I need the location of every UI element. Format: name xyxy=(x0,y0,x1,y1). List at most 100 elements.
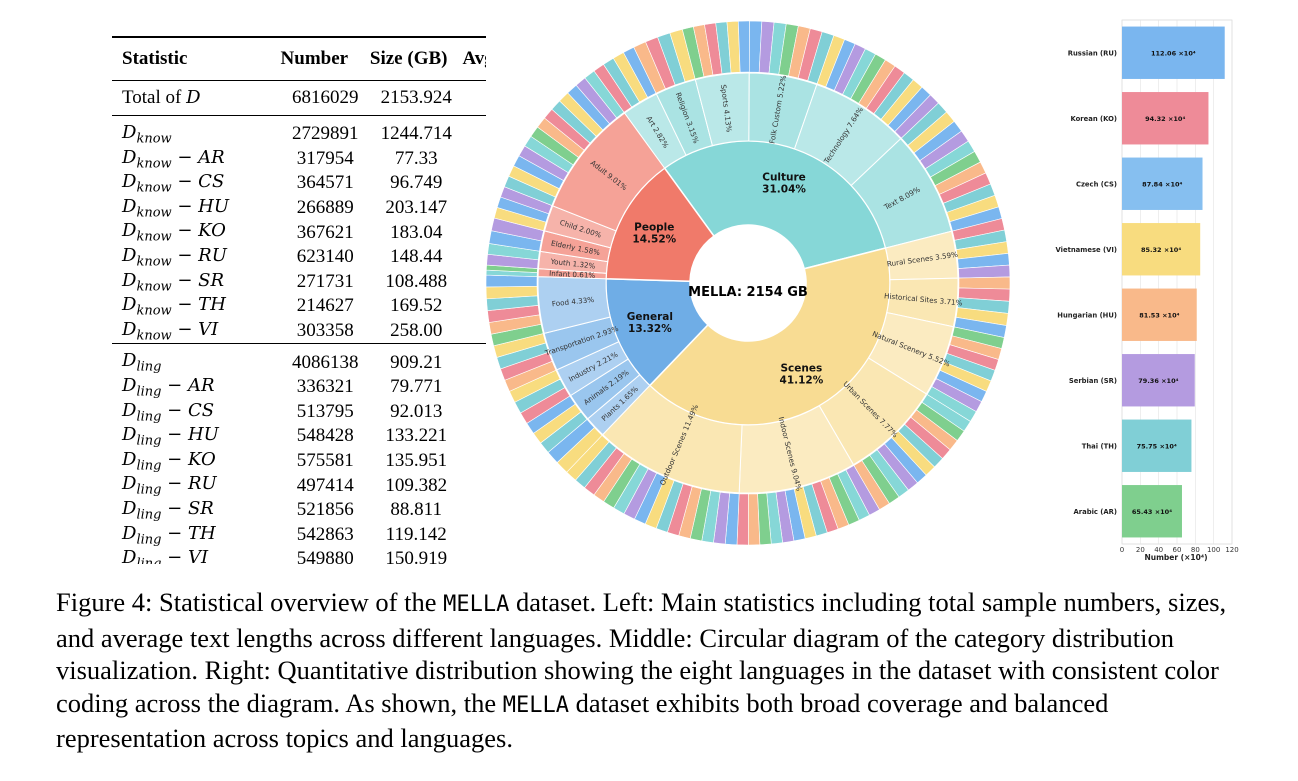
bar-category-label: Russian (RU) xyxy=(1068,49,1117,57)
row-number: 623140 xyxy=(296,246,354,268)
bar xyxy=(1122,157,1203,210)
row-label-subscript: ling xyxy=(136,482,162,498)
row-label-subscript: ling xyxy=(136,532,162,548)
sunburst-center-label: MELLA: 2154 GB xyxy=(688,285,808,300)
row-label-suffix: − RU xyxy=(161,473,217,495)
row-size: 108.488 xyxy=(385,270,448,292)
row-size: 258.00 xyxy=(390,320,443,342)
caption-prefix: Figure 4: Statistical overview of the xyxy=(56,587,444,617)
caption-middle: dataset. Left: Main statistics including… xyxy=(56,587,1227,718)
row-size: 203.147 xyxy=(385,197,448,219)
row-number: 548428 xyxy=(296,425,354,447)
row-label-subscript: ling xyxy=(136,458,162,474)
bar xyxy=(1122,419,1192,472)
bar xyxy=(1122,288,1197,341)
row-size: 96.749 xyxy=(390,172,443,194)
row-label-suffix: − SR xyxy=(171,269,225,291)
row-label-suffix: − RU xyxy=(171,244,227,266)
row-label-subscript: ling xyxy=(136,557,161,564)
row-label-suffix: − CS xyxy=(171,171,225,193)
row-label-suffix: − TH xyxy=(171,294,226,316)
bar-value-label: 81.53 ×10⁴ xyxy=(1139,311,1179,319)
row-number: 364571 xyxy=(296,172,354,194)
sunburst-segment xyxy=(552,112,666,232)
row-number: 549880 xyxy=(280,547,370,564)
row-label-suffix: − HU xyxy=(171,195,230,217)
bar-chart-xtick: 80 xyxy=(1191,546,1200,554)
header-number: Number xyxy=(280,48,349,69)
row-label-subscript: know xyxy=(136,229,172,245)
bar-category-label: Hungarian (HU) xyxy=(1057,311,1117,319)
row-label-subscript: ling xyxy=(136,359,162,375)
row-label: Dling − HU xyxy=(122,424,219,449)
row-number: 266889 xyxy=(296,197,354,219)
row-number: 367621 xyxy=(296,221,354,243)
table-row-total: Total of D 6816029 2153.924 - xyxy=(112,81,486,116)
bar-chart-bars: 112.06 ×10⁴ 94.32 ×10⁴ 87.84 ×10⁴ 85.32 ×10… xyxy=(1122,26,1225,538)
sunburst-inner-pct: 13.32% xyxy=(628,323,672,335)
row-label: Dling − SR xyxy=(122,497,214,523)
row-label: Dknow − RU xyxy=(122,244,227,270)
row-label: Dling − VI xyxy=(112,547,281,564)
row-number: 2729891 xyxy=(280,114,370,147)
row-label-subscript: ling xyxy=(136,507,162,523)
row-size: 169.52 xyxy=(390,295,443,317)
row-size: 150.919 xyxy=(369,547,463,564)
bar xyxy=(1122,485,1182,538)
row-size: 79.771 xyxy=(390,376,443,398)
row-label-subscript: know xyxy=(136,279,172,295)
bar-value-label: 79.36 ×10⁴ xyxy=(1138,377,1178,385)
bar-chart-xtick: 40 xyxy=(1154,546,1163,554)
figure-caption: Figure 4: Statistical overview of the ME… xyxy=(56,586,1246,755)
row-number: 521856 xyxy=(296,499,354,521)
row-label: Dling − KO xyxy=(122,448,216,474)
row-label-suffix: − AR xyxy=(161,374,215,396)
bar-category-label: Serbian (SR) xyxy=(1069,377,1117,385)
row-label: Dling − RU xyxy=(122,473,217,498)
bar xyxy=(1122,223,1201,276)
row-label-subscript: know xyxy=(136,156,172,172)
row-label: Dknow − KO xyxy=(122,220,226,245)
row-label: Dknow − CS xyxy=(122,171,225,196)
row-number: 575581 xyxy=(296,450,354,472)
caption-suffix: dataset exhibits both broad coverage and… xyxy=(56,687,1109,754)
row-label-subscript: know xyxy=(136,303,172,319)
row-number: 4086138 xyxy=(280,343,370,375)
row-label-subscript: ling xyxy=(136,384,162,400)
bar-value-label: 87.84 ×10⁴ xyxy=(1142,180,1182,188)
bar-chart-xtick: 120 xyxy=(1225,546,1238,554)
row-size: 1244.714 xyxy=(369,114,463,147)
sunburst-segment-label: Infant 0.61% xyxy=(549,269,596,280)
sunburst-inner-label: People xyxy=(634,221,674,233)
sunburst-language-slice xyxy=(584,70,625,119)
row-number: 317954 xyxy=(296,147,354,169)
row-number: 336321 xyxy=(296,376,354,398)
sunburst-language-slice xyxy=(958,276,1011,290)
row-label-suffix: − AR xyxy=(171,146,225,168)
sunburst-language-slice xyxy=(748,493,761,546)
row-label: Dknow − VI xyxy=(122,318,219,344)
row-label-suffix: − VI xyxy=(171,318,219,340)
bar-value-label: 85.32 ×10⁴ xyxy=(1141,246,1181,254)
total-size: 2153.924 xyxy=(380,87,452,108)
row-label-subscript: ling xyxy=(136,433,162,449)
row-size: 119.142 xyxy=(385,523,447,545)
total-label: Total of D xyxy=(112,81,281,116)
row-number: 542863 xyxy=(296,523,354,545)
language-bar-chart: 112.06 ×10⁴ 94.32 ×10⁴ 87.84 ×10⁴ 85.32 ×10… xyxy=(1056,19,1239,562)
bar xyxy=(1122,92,1209,145)
row-size: 909.21 xyxy=(369,343,463,375)
bar xyxy=(1122,26,1225,79)
caption-dataset-name-2: MELLA xyxy=(502,692,569,718)
